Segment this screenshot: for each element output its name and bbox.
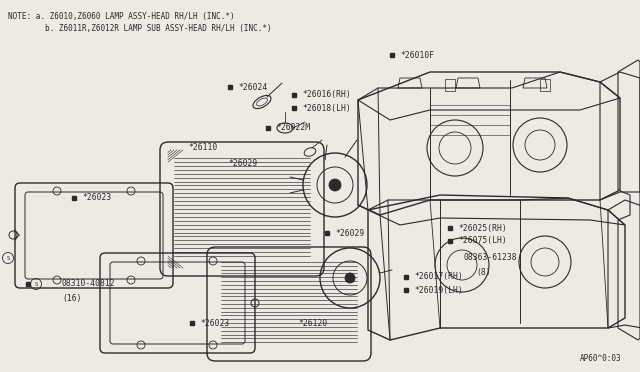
Text: *26029: *26029 bbox=[335, 228, 364, 237]
Text: 08363-61238: 08363-61238 bbox=[464, 253, 518, 263]
Text: (16): (16) bbox=[62, 294, 81, 302]
Text: 08310-40812: 08310-40812 bbox=[62, 279, 116, 289]
Text: NOTE: a. Z6010,Z6060 LAMP ASSY-HEAD RH/LH (INC.*): NOTE: a. Z6010,Z6060 LAMP ASSY-HEAD RH/L… bbox=[8, 12, 235, 21]
Text: *26023: *26023 bbox=[200, 318, 229, 327]
Text: *26016(RH): *26016(RH) bbox=[302, 90, 351, 99]
Text: *26018(LH): *26018(LH) bbox=[302, 103, 351, 112]
Text: b. Z6011R,Z6012R LAMP SUB ASSY-HEAD RH/LH (INC.*): b. Z6011R,Z6012R LAMP SUB ASSY-HEAD RH/L… bbox=[8, 24, 271, 33]
Text: *26110: *26110 bbox=[188, 144, 217, 153]
Circle shape bbox=[329, 179, 341, 191]
Text: (8): (8) bbox=[476, 267, 491, 276]
Text: *26017(RH): *26017(RH) bbox=[414, 273, 463, 282]
Text: *26022M: *26022M bbox=[276, 124, 310, 132]
Circle shape bbox=[345, 273, 355, 283]
Text: *26120: *26120 bbox=[298, 318, 327, 327]
Text: S: S bbox=[6, 256, 10, 260]
Text: *26025(RH): *26025(RH) bbox=[458, 224, 507, 232]
Text: *26019(LH): *26019(LH) bbox=[414, 285, 463, 295]
Text: *26010F: *26010F bbox=[400, 51, 434, 60]
Text: S: S bbox=[35, 282, 38, 286]
Text: *26029: *26029 bbox=[228, 158, 257, 167]
Text: *26075(LH): *26075(LH) bbox=[458, 237, 507, 246]
Text: *26023: *26023 bbox=[82, 193, 111, 202]
Text: *26024: *26024 bbox=[238, 83, 268, 92]
Text: AP60^0:03: AP60^0:03 bbox=[580, 354, 621, 363]
